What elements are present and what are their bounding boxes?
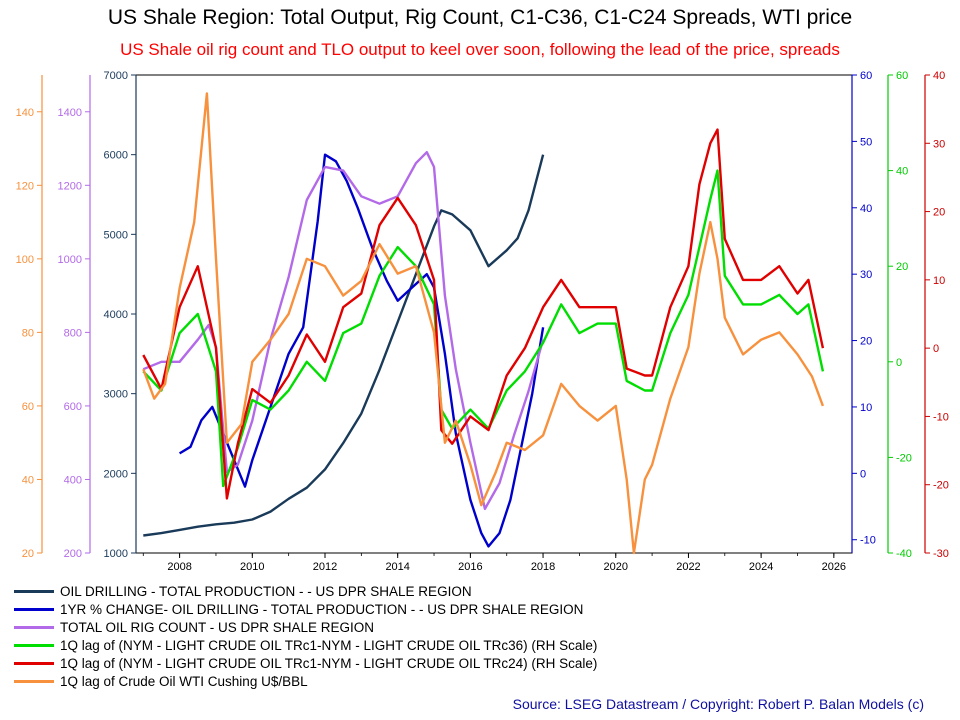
chart-title: US Shale Region: Total Output, Rig Count…: [107, 6, 853, 29]
axis-tick-label-wti: 80: [22, 327, 34, 339]
axis-tick-label-c36: 20: [896, 261, 908, 273]
axis-tick-label-yoy: 60: [860, 70, 872, 82]
axis-tick-label-output: 3000: [104, 389, 128, 401]
axis-tick-label-c36: -20: [896, 452, 912, 464]
x-tick-label: 2022: [676, 561, 700, 573]
axis-tick-label-c36: 40: [896, 166, 908, 178]
axis-tick-label-rigs: 1000: [58, 254, 82, 266]
legend-swatch: [14, 607, 54, 611]
axis-tick-label-c24: -20: [933, 480, 949, 492]
source-note: Source: LSEG Datastream / Copyright: Rob…: [512, 696, 924, 712]
axis-tick-label-rigs: 200: [64, 548, 82, 560]
legend-label: OIL DRILLING - TOTAL PRODUCTION - - US D…: [60, 583, 472, 599]
legend-swatch: [14, 625, 54, 629]
axis-tick-label-wti: 40: [22, 474, 34, 486]
axis-tick-label-wti: 60: [22, 401, 34, 413]
axis-tick-label-c36: 0: [896, 357, 902, 369]
axis-tick-label-wti: 100: [16, 254, 34, 266]
axis-tick-label-c24: 40: [933, 70, 945, 82]
legend-item: 1Q lag of (NYM - LIGHT CRUDE OIL TRc1-NY…: [14, 636, 597, 654]
x-tick-label: 2018: [531, 561, 555, 573]
legend-swatch: [14, 643, 54, 647]
axis-tick-label-wti: 120: [16, 180, 34, 192]
axis-tick-label-rigs: 600: [64, 401, 82, 413]
series-line-4: [142, 128, 825, 500]
legend-item: 1YR % CHANGE- OIL DRILLING - TOTAL PRODU…: [14, 600, 597, 618]
x-tick-label: 2008: [167, 561, 191, 573]
series-line-1: [178, 153, 545, 548]
legend-swatch: [14, 661, 54, 665]
axis-tick-label-yoy: 30: [860, 269, 872, 281]
chart-subtitle: US Shale oil rig count and TLO output to…: [120, 40, 840, 59]
axes-layer: 2008 2010 2012 2014 2016 2018 2020 2022 2024 2026…: [16, 70, 949, 573]
legend-item: 1Q lag of (NYM - LIGHT CRUDE OIL TRc1-NY…: [14, 654, 597, 672]
axis-tick-label-yoy: 0: [860, 468, 866, 480]
chart-area: 2008 2010 2012 2014 2016 2018 2020 2022 2024 2026…: [16, 70, 949, 573]
axis-tick-label-c36: 60: [896, 70, 908, 82]
axis-tick-label-c24: 10: [933, 275, 945, 287]
x-tick-label: 2012: [313, 561, 337, 573]
x-tick-label: 2020: [604, 561, 628, 573]
axis-tick-label-output: 2000: [104, 468, 128, 480]
axis-tick-label-output: 5000: [104, 229, 128, 241]
legend-item: OIL DRILLING - TOTAL PRODUCTION - - US D…: [14, 582, 597, 600]
x-tick-label: 2026: [822, 561, 846, 573]
x-tick-label: 2016: [458, 561, 482, 573]
legend-label: TOTAL OIL RIG COUNT - US DPR SHALE REGIO…: [60, 619, 375, 635]
legend-label: 1Q lag of Crude Oil WTI Cushing U$/BBL: [60, 673, 308, 689]
axis-tick-label-rigs: 1400: [58, 107, 82, 119]
legend-swatch: [14, 679, 54, 683]
axis-tick-label-output: 4000: [104, 309, 128, 321]
axis-tick-label-yoy: 10: [860, 402, 872, 414]
legend-label: 1Q lag of (NYM - LIGHT CRUDE OIL TRc1-NY…: [60, 655, 598, 671]
series-line-3: [142, 169, 825, 488]
legend-swatch: [14, 589, 54, 593]
series-line-0: [143, 154, 545, 537]
series-layer: [142, 92, 825, 555]
axis-tick-label-c24: 30: [933, 138, 945, 150]
x-tick-label: 2010: [240, 561, 264, 573]
axis-tick-label-c24: 20: [933, 207, 945, 219]
legend-item: TOTAL OIL RIG COUNT - US DPR SHALE REGIO…: [14, 618, 597, 636]
axis-tick-label-c24: -30: [933, 548, 949, 560]
axis-tick-label-output: 6000: [104, 150, 128, 162]
axis-tick-label-output: 7000: [104, 70, 128, 82]
legend-item: 1Q lag of Crude Oil WTI Cushing U$/BBL: [14, 672, 597, 690]
axis-tick-label-c36: -40: [896, 548, 912, 560]
x-tick-label: 2024: [749, 561, 773, 573]
axis-tick-label-rigs: 400: [64, 474, 82, 486]
axis-tick-label-wti: 140: [16, 107, 34, 119]
axis-tick-label-rigs: 800: [64, 327, 82, 339]
axis-tick-label-yoy: 20: [860, 336, 872, 348]
axis-tick-label-rigs: 1200: [58, 180, 82, 192]
series-line-5: [142, 92, 825, 555]
axis-tick-label-yoy: 50: [860, 136, 872, 148]
x-tick-label: 2014: [385, 561, 409, 573]
axis-tick-label-yoy: 40: [860, 203, 872, 215]
axis-tick-label-c24: 0: [933, 343, 939, 355]
axis-tick-label-wti: 20: [22, 548, 34, 560]
axis-tick-label-yoy: -10: [860, 535, 876, 547]
axis-tick-label-output: 1000: [104, 548, 128, 560]
legend-label: 1YR % CHANGE- OIL DRILLING - TOTAL PRODU…: [60, 601, 584, 617]
legend: OIL DRILLING - TOTAL PRODUCTION - - US D…: [14, 582, 597, 690]
legend-label: 1Q lag of (NYM - LIGHT CRUDE OIL TRc1-NY…: [60, 637, 598, 653]
axis-tick-label-c24: -10: [933, 411, 949, 423]
